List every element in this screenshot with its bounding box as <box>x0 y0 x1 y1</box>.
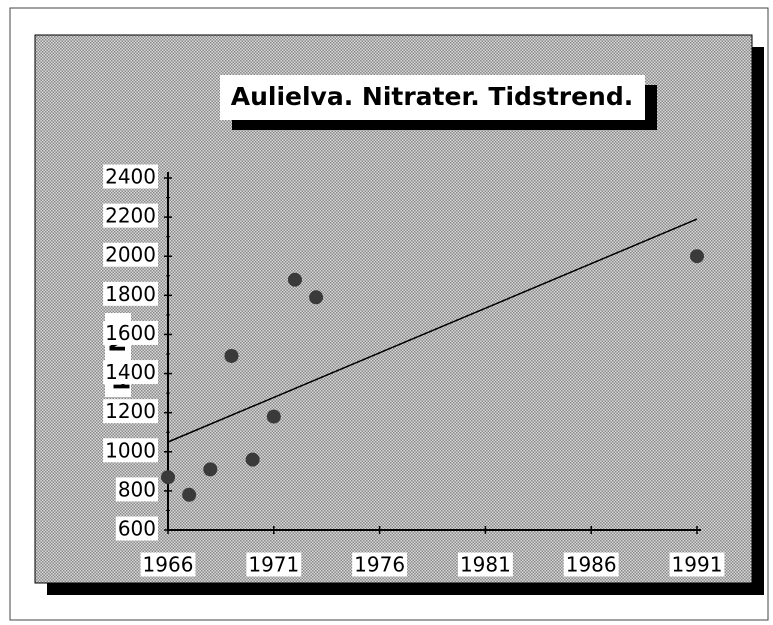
y-tick-label: 1400 <box>105 360 156 384</box>
x-tick-label-box <box>140 552 196 577</box>
y-tick-label: 1200 <box>105 399 156 423</box>
y-tick-label-box <box>103 164 158 189</box>
data-point <box>690 249 704 264</box>
y-tick-label-box <box>103 320 158 345</box>
x-tick-label: 1971 <box>248 553 299 577</box>
x-tick-label: 1981 <box>460 553 511 577</box>
y-tick-label-box <box>115 516 158 541</box>
data-point <box>309 290 324 305</box>
y-tick-label-group: 2400 <box>103 164 158 189</box>
trend-line <box>167 218 698 443</box>
x-tick-label-box <box>246 552 302 577</box>
title-box <box>220 75 645 120</box>
y-tick-label-group: 1600 <box>103 320 158 345</box>
y-tick-label: 800 <box>118 477 156 501</box>
x-tick-label-box <box>457 552 513 577</box>
y-tick-label: 2400 <box>105 165 156 189</box>
y-tick-label-group: 1000 <box>103 438 158 463</box>
x-tick-label-box <box>352 552 408 577</box>
x-tick-label: 1986 <box>566 553 617 577</box>
y-tick-label: 1000 <box>105 438 156 462</box>
x-tick-label-group: 1986 <box>563 552 619 577</box>
y-tick-label: 2200 <box>105 204 156 228</box>
y-tick-label-group: 1400 <box>103 360 158 385</box>
chart-title: Aulielva. Nitrater. Tidstrend. <box>231 82 634 111</box>
x-tick-label: 1966 <box>143 553 194 577</box>
y-tick-label-box <box>103 242 158 267</box>
y-tick-label-group: 600 <box>115 516 158 541</box>
x-tick-label-group: 1981 <box>457 552 513 577</box>
y-tick-label-group: 2200 <box>103 203 158 228</box>
x-tick-label-group: 1991 <box>669 552 725 577</box>
y-tick-label-box <box>103 399 158 424</box>
y-tick-label-box <box>103 281 158 306</box>
y-tick-label-box <box>103 360 158 385</box>
data-point <box>203 462 218 477</box>
x-tick-label-group: 1966 <box>140 552 196 577</box>
y-tick-label-group: 1200 <box>103 399 158 424</box>
x-tick-label-box <box>563 552 619 577</box>
x-tick-label-group: 1976 <box>352 552 408 577</box>
y-tick-label: 2000 <box>105 243 156 267</box>
data-point <box>266 409 281 424</box>
data-point <box>245 452 260 467</box>
data-point <box>182 487 197 502</box>
x-tick-label-box <box>669 552 725 577</box>
y-tick-label: 600 <box>118 517 156 541</box>
y-tick-label-box <box>103 438 158 463</box>
y-tick-label-group: 800 <box>115 477 158 502</box>
y-tick-label: 1600 <box>105 321 156 345</box>
data-point <box>287 272 302 287</box>
data-point <box>224 348 239 363</box>
data-point <box>161 470 175 485</box>
y-tick-label: 1800 <box>105 282 156 306</box>
y-tick-label-group: 1800 <box>103 281 158 306</box>
y-tick-label-group: 2000 <box>103 242 158 267</box>
x-tick-label: 1976 <box>354 553 405 577</box>
y-tick-label-box <box>115 477 158 502</box>
y-tick-label-box <box>103 203 158 228</box>
x-tick-label: 1991 <box>672 553 723 577</box>
x-tick-label-group: 1971 <box>246 552 302 577</box>
